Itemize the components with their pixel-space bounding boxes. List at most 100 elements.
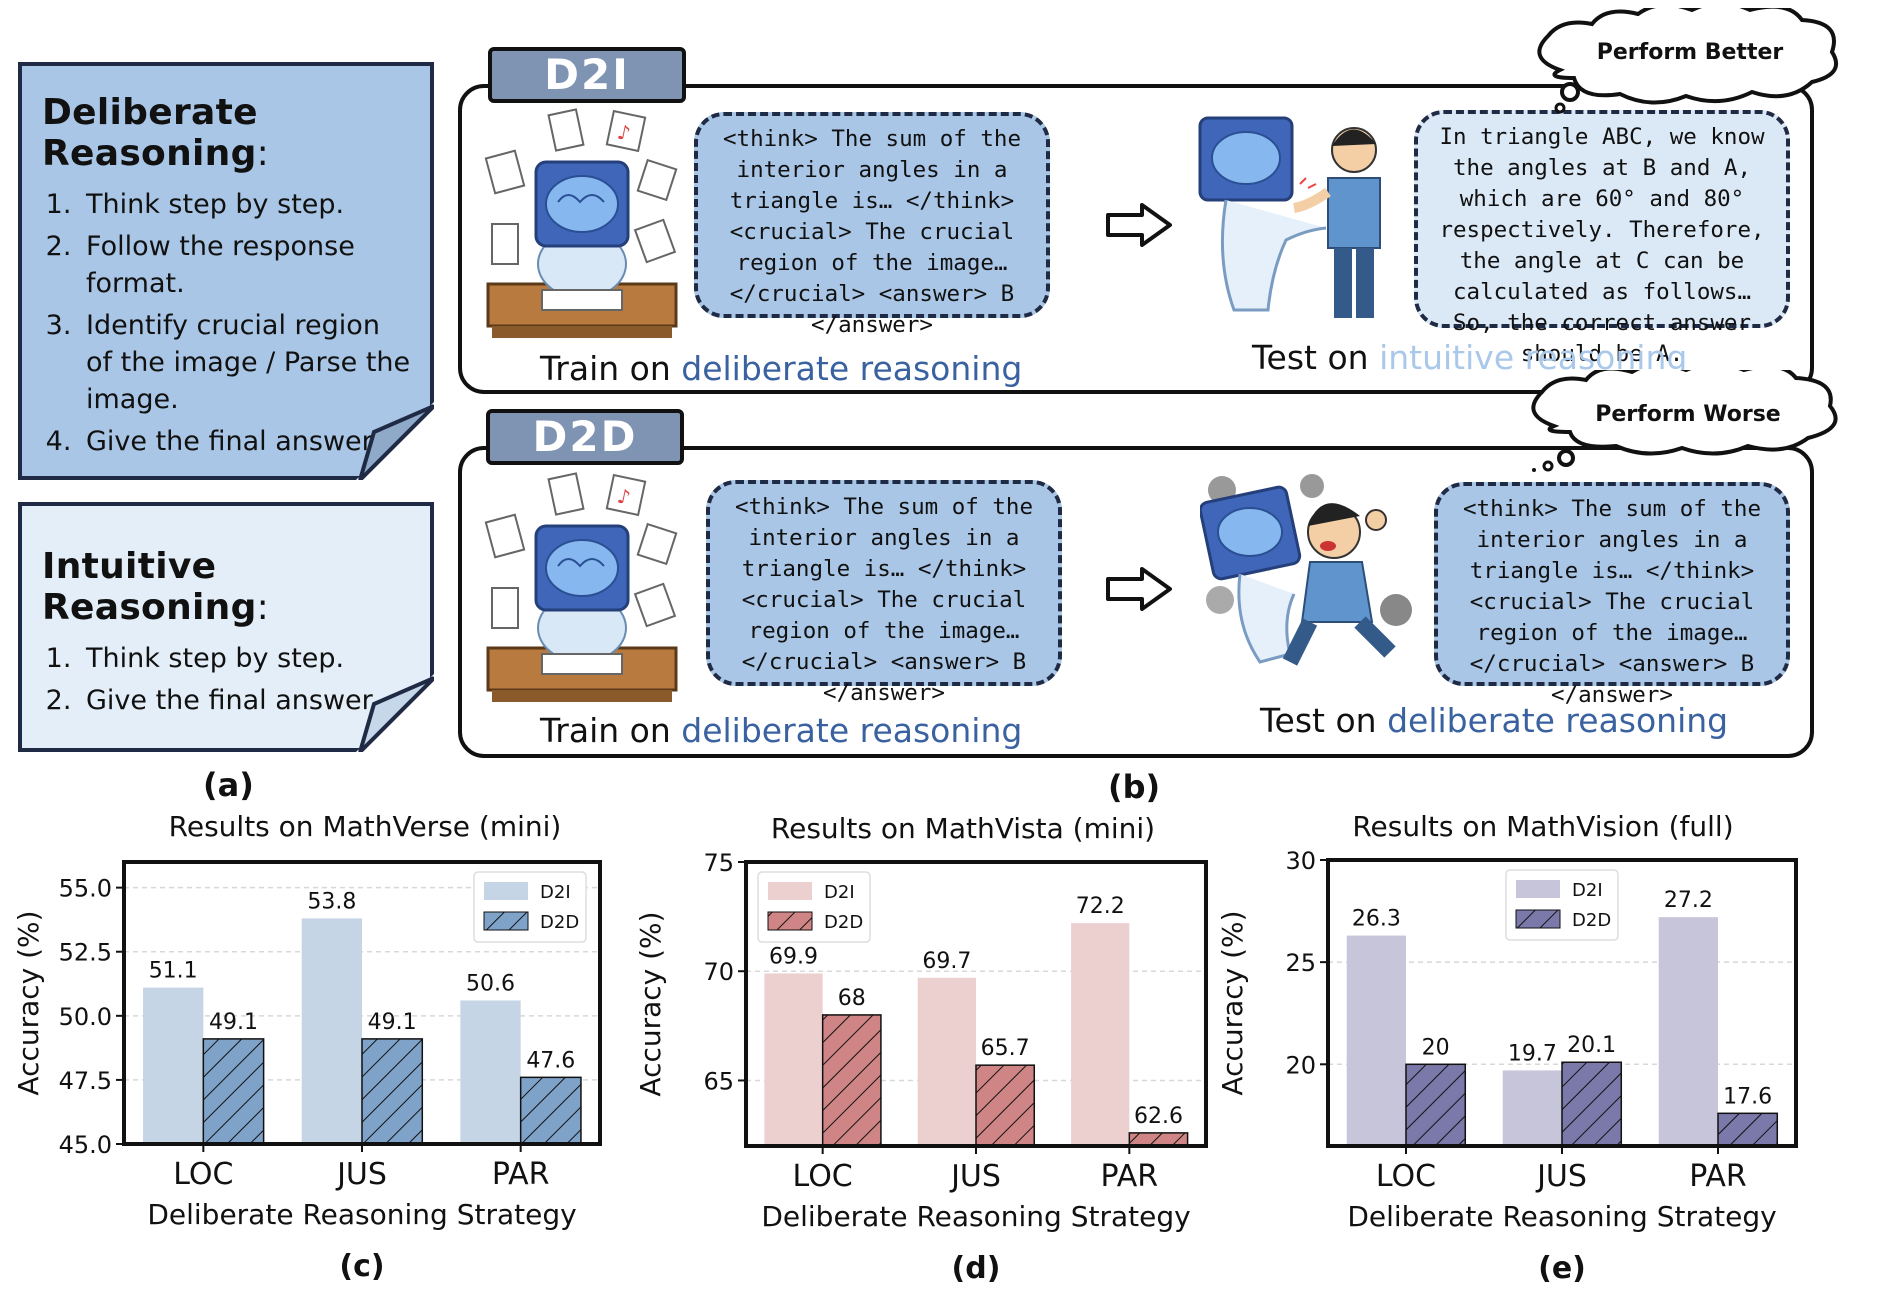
d2d-test-caption: Test on deliberate reasoning bbox=[1260, 701, 1729, 740]
intuitive-reasoning-list: Think step by step. Give the final answe… bbox=[38, 640, 412, 719]
d2d-train-bubble: <think> The sum of the interior angles i… bbox=[706, 480, 1062, 706]
perform-better-label: Perform Better bbox=[1596, 40, 1784, 65]
y-tick-label: 55.0 bbox=[59, 875, 112, 903]
d2i-train-caption: Train on deliberate reasoning bbox=[540, 349, 1023, 388]
y-tick-label: 20 bbox=[1285, 1051, 1316, 1079]
robot-fighting-icon bbox=[1200, 474, 1412, 666]
x-axis-label: Deliberate Reasoning Strategy bbox=[147, 1198, 576, 1231]
bar-d2d-par bbox=[1717, 1112, 1779, 1147]
bar-d2i-jus bbox=[917, 977, 976, 1146]
data-label: 19.7 bbox=[1508, 1041, 1557, 1066]
list-item: Give the final answer. bbox=[80, 423, 412, 460]
legend-label-d2i: D2I bbox=[1572, 880, 1603, 901]
x-tick-label: LOC bbox=[1376, 1159, 1436, 1194]
panel-label: (d) bbox=[952, 1251, 1001, 1286]
panel-label: (c) bbox=[339, 1249, 384, 1284]
robot-handshake-icon bbox=[1198, 116, 1381, 318]
bar-d2d-loc bbox=[202, 1038, 265, 1145]
x-tick-label: JUS bbox=[335, 1157, 387, 1192]
arrow-right-icon bbox=[1106, 567, 1172, 611]
y-tick-label: 30 bbox=[1285, 850, 1316, 875]
d2d-train-caption: Train on deliberate reasoning bbox=[540, 711, 1023, 750]
data-label: 50.6 bbox=[466, 971, 515, 996]
perform-worse-label: Perform Worse bbox=[1595, 402, 1781, 427]
chart-d-title: Results on MathVista (mini) bbox=[770, 812, 1156, 845]
data-label: 68 bbox=[838, 986, 866, 1011]
plot-frame bbox=[744, 860, 1208, 1148]
bar-d2i-loc bbox=[143, 987, 204, 1144]
data-label: 69.9 bbox=[769, 944, 818, 969]
legend-swatch-d2i bbox=[484, 882, 528, 900]
y-axis-label: Accuracy (%) bbox=[12, 910, 45, 1095]
x-tick-label: PAR bbox=[1101, 1159, 1159, 1194]
list-item: Give the final answer. bbox=[80, 682, 412, 719]
page-fold-icon bbox=[356, 674, 434, 752]
y-tick-label: 75 bbox=[703, 850, 734, 877]
data-label: 62.6 bbox=[1134, 1104, 1183, 1129]
panel-label: (e) bbox=[1538, 1251, 1586, 1286]
y-tick-label: 45.0 bbox=[59, 1131, 112, 1159]
deliberate-reasoning-list: Think step by step. Follow the response … bbox=[38, 186, 412, 460]
data-label: 20 bbox=[1422, 1035, 1450, 1060]
y-axis-label: Accuracy (%) bbox=[634, 911, 667, 1096]
legend-label-d2i: D2I bbox=[824, 882, 855, 903]
y-tick-label: 47.5 bbox=[59, 1067, 112, 1095]
chart-d-mathvista: 65 70 75 69.9 68 LOC 69.7 65.7 JUS 72.2 62.6 PAR Del… bbox=[634, 850, 1208, 1286]
bar-d2i-par bbox=[1658, 917, 1718, 1146]
chart-e-mathvision: 20 25 30 26.3 20 LOC 19.7 20.1 JUS 27.2 17.6 PAR Del… bbox=[1216, 850, 1798, 1286]
y-axis-label: Accuracy (%) bbox=[1216, 910, 1249, 1095]
data-label: 65.7 bbox=[981, 1036, 1030, 1061]
y-tick-label: 70 bbox=[703, 958, 734, 986]
chart-e-title: Results on MathVision (full) bbox=[1352, 810, 1734, 843]
panel-label-a: (a) bbox=[203, 766, 254, 804]
x-tick-label: PAR bbox=[492, 1157, 550, 1192]
data-label: 69.7 bbox=[922, 949, 971, 974]
data-label: 49.1 bbox=[368, 1010, 417, 1035]
data-label: 27.2 bbox=[1664, 888, 1713, 913]
bar-d2i-loc bbox=[1346, 935, 1406, 1146]
data-label: 26.3 bbox=[1352, 907, 1401, 932]
page-fold-icon bbox=[356, 402, 434, 480]
thought-cloud-icon bbox=[1537, 8, 1838, 114]
legend-swatch-d2d bbox=[767, 911, 813, 931]
bar-d2d-jus bbox=[1561, 1061, 1623, 1147]
thought-cloud-icon bbox=[1531, 370, 1838, 472]
x-tick-label: JUS bbox=[949, 1159, 1001, 1194]
legend-swatch-d2d bbox=[1515, 909, 1561, 929]
d2d-test-bubble: <think> The sum of the interior angles i… bbox=[1434, 482, 1790, 708]
x-tick-label: PAR bbox=[1689, 1159, 1747, 1194]
panel-label-b: (b) bbox=[1108, 768, 1161, 806]
bar-d2i-par bbox=[1071, 923, 1130, 1146]
legend-swatch-d2i bbox=[1516, 880, 1560, 898]
x-axis-label: Deliberate Reasoning Strategy bbox=[1347, 1200, 1776, 1233]
x-axis-label: Deliberate Reasoning Strategy bbox=[761, 1200, 1190, 1233]
legend-label-d2d: D2D bbox=[824, 912, 863, 933]
data-label: 53.8 bbox=[307, 889, 356, 914]
list-item: Think step by step. bbox=[80, 186, 412, 223]
legend-label-d2d: D2D bbox=[1572, 910, 1611, 931]
d2i-tag: D2I bbox=[488, 47, 686, 103]
legend-label-d2d: D2D bbox=[540, 912, 579, 933]
bar-d2d-par bbox=[519, 1076, 582, 1145]
bar-d2d-jus bbox=[975, 1064, 1036, 1147]
x-tick-label: JUS bbox=[1535, 1159, 1587, 1194]
legend-label-d2i: D2I bbox=[540, 882, 571, 903]
data-label: 20.1 bbox=[1567, 1033, 1616, 1058]
data-label: 47.6 bbox=[526, 1048, 575, 1073]
svg-text:♪: ♪ bbox=[615, 120, 632, 146]
data-label: 51.1 bbox=[149, 959, 198, 984]
data-label: 49.1 bbox=[209, 1010, 258, 1035]
bar-d2d-loc bbox=[1405, 1063, 1467, 1147]
data-label: 17.6 bbox=[1723, 1084, 1772, 1109]
y-tick-label: 65 bbox=[703, 1067, 734, 1095]
legend-swatch-d2d bbox=[483, 911, 529, 931]
bar-d2i-jus bbox=[301, 918, 362, 1144]
intuitive-reasoning-note: Intuitive Reasoning: Think step by step.… bbox=[18, 502, 434, 752]
x-tick-label: LOC bbox=[173, 1157, 233, 1192]
robot-studying-icon: ♪ bbox=[484, 472, 678, 702]
y-tick-label: 52.5 bbox=[59, 939, 112, 967]
list-item: Think step by step. bbox=[80, 640, 412, 677]
arrow-right-icon bbox=[1106, 203, 1172, 247]
d2d-tag: D2D bbox=[486, 409, 684, 465]
data-label: 72.2 bbox=[1076, 894, 1125, 919]
